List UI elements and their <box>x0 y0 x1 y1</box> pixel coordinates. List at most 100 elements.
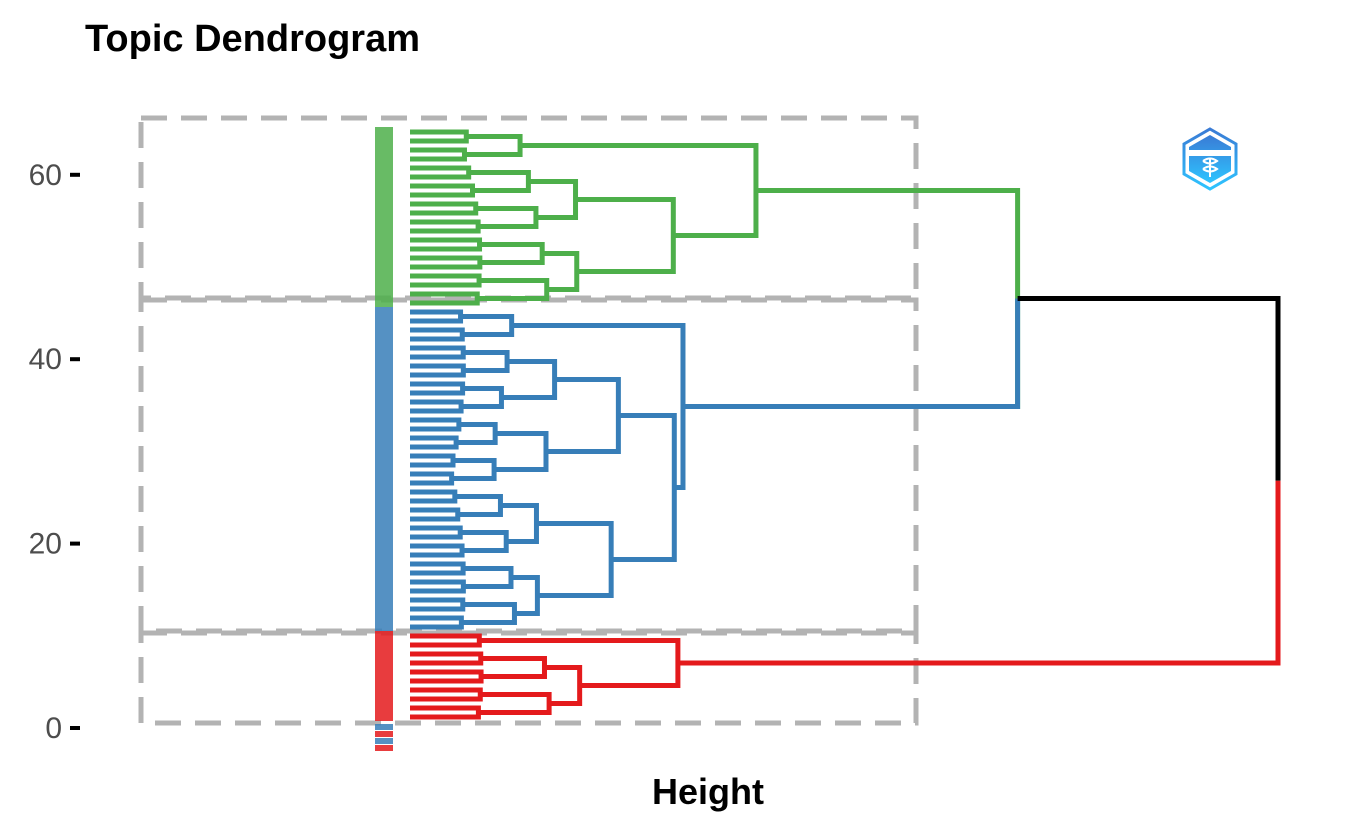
leaf-label <box>375 712 393 721</box>
leaf-label <box>375 199 393 208</box>
leaf-label <box>375 289 393 298</box>
leaf-label <box>375 505 393 514</box>
leaf-label <box>375 676 393 685</box>
leaf-label <box>375 568 393 577</box>
leaf-label <box>375 685 393 694</box>
leaf-label <box>375 424 393 433</box>
leaf-label <box>375 541 393 550</box>
leaf-label <box>375 316 393 325</box>
dendrogram-branch <box>461 602 517 625</box>
dendrogram-branch <box>520 143 759 238</box>
leaf-label <box>375 190 393 199</box>
dendrogram-branch <box>463 566 514 589</box>
leaf-label <box>375 298 393 307</box>
leaf-label <box>375 586 393 595</box>
dendrogram-branch <box>460 314 515 337</box>
y-tick-label: 20 <box>29 528 62 561</box>
leaf-label <box>375 649 393 658</box>
leaf-label <box>375 433 393 442</box>
leaf-label <box>375 325 393 334</box>
leaf-label <box>375 244 393 253</box>
dendrogram-branch <box>410 543 465 558</box>
leaf-label <box>375 388 393 397</box>
leaf-label <box>375 280 393 289</box>
leaf-label <box>375 442 393 451</box>
dendrogram-branch <box>410 237 483 252</box>
leaf-label <box>375 694 393 703</box>
dendrogram-branch <box>478 692 552 715</box>
chart-title: Topic Dendrogram <box>85 18 420 60</box>
dendrogram-branch <box>475 206 539 229</box>
leaf-label <box>375 370 393 379</box>
dendrogram-branch <box>410 687 483 702</box>
dendrogram-branch <box>410 669 484 684</box>
dendrogram-branch <box>410 381 466 396</box>
leaf-label <box>375 253 393 262</box>
dendrogram-branch <box>410 633 482 648</box>
leaf-label <box>375 163 393 172</box>
dendrogram-branch <box>682 298 1021 409</box>
leaf-label <box>375 127 393 136</box>
dendrogram-root <box>1017 296 1281 481</box>
leaf-label <box>375 745 393 751</box>
leaf-label <box>375 577 393 586</box>
dendrogram-branch <box>511 323 686 490</box>
dendrogram-branch <box>575 197 676 274</box>
y-tick-label: 40 <box>29 343 62 376</box>
dendrogram-branch <box>410 219 481 234</box>
leaf-label <box>375 145 393 154</box>
leaf-label <box>375 136 393 145</box>
dendrogram-branch <box>410 417 462 432</box>
leaf-label <box>375 352 393 361</box>
leaf-label <box>375 514 393 523</box>
leaf-label <box>375 226 393 235</box>
leaf-label <box>375 451 393 460</box>
dendrogram-branch <box>460 530 509 553</box>
leaf-label <box>375 523 393 532</box>
leaf-label <box>375 640 393 649</box>
dendrogram-branch <box>456 422 498 445</box>
dendrogram-branch <box>542 251 580 292</box>
leaf-label <box>375 703 393 712</box>
dendrogram-branch <box>494 431 549 472</box>
leaf-label <box>375 343 393 352</box>
leaf-label <box>375 667 393 676</box>
leaf-label <box>375 532 393 541</box>
leaf-label <box>375 559 393 568</box>
leaf-label <box>375 262 393 271</box>
leaf-label <box>375 361 393 370</box>
leaf-label <box>375 595 393 604</box>
bibliometrix-logo <box>1182 127 1238 191</box>
y-tick-label: 60 <box>29 159 62 192</box>
dendrogram-branch <box>410 615 464 630</box>
leaf-label <box>375 172 393 181</box>
leaf-label <box>375 604 393 613</box>
dendrogram-branch <box>463 350 510 373</box>
dendrogram-branch <box>410 471 455 486</box>
dendrogram-branch <box>477 278 550 301</box>
leaf-label <box>375 487 393 496</box>
dendrogram-branch <box>410 651 484 666</box>
leaf-label <box>375 307 393 316</box>
dendrogram-branch <box>410 579 466 594</box>
dendrogram-branch <box>544 665 583 706</box>
dendrogram-branch <box>545 377 621 454</box>
x-axis-label: Height <box>652 771 764 812</box>
dendrogram-branch <box>451 458 497 481</box>
dendrogram-branch <box>410 489 458 504</box>
leaf-label <box>375 724 393 730</box>
dendrogram-branch <box>677 480 1281 666</box>
cluster-box <box>138 630 919 726</box>
leaf-label <box>375 631 393 640</box>
dendrogram-branch <box>410 453 456 468</box>
dendrogram-branch <box>410 183 476 198</box>
leaf-label <box>375 496 393 505</box>
leaf-label <box>375 271 393 280</box>
leaf-label <box>375 731 393 737</box>
leaf-label <box>375 406 393 415</box>
leaf-label <box>375 550 393 559</box>
dendrogram-branch <box>410 345 466 360</box>
leaf-label <box>375 379 393 388</box>
leaf-label <box>375 208 393 217</box>
dendrogram-branch <box>410 435 459 450</box>
